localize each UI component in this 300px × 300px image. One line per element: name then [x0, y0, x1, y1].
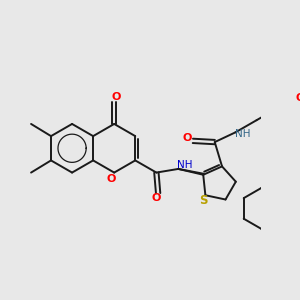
- Text: O: O: [107, 174, 116, 184]
- Text: S: S: [200, 194, 208, 207]
- Text: NH: NH: [178, 160, 193, 170]
- Text: O: O: [183, 133, 192, 143]
- Text: NH: NH: [236, 129, 251, 139]
- Text: O: O: [296, 93, 300, 103]
- Text: O: O: [152, 194, 161, 203]
- Text: O: O: [111, 92, 121, 102]
